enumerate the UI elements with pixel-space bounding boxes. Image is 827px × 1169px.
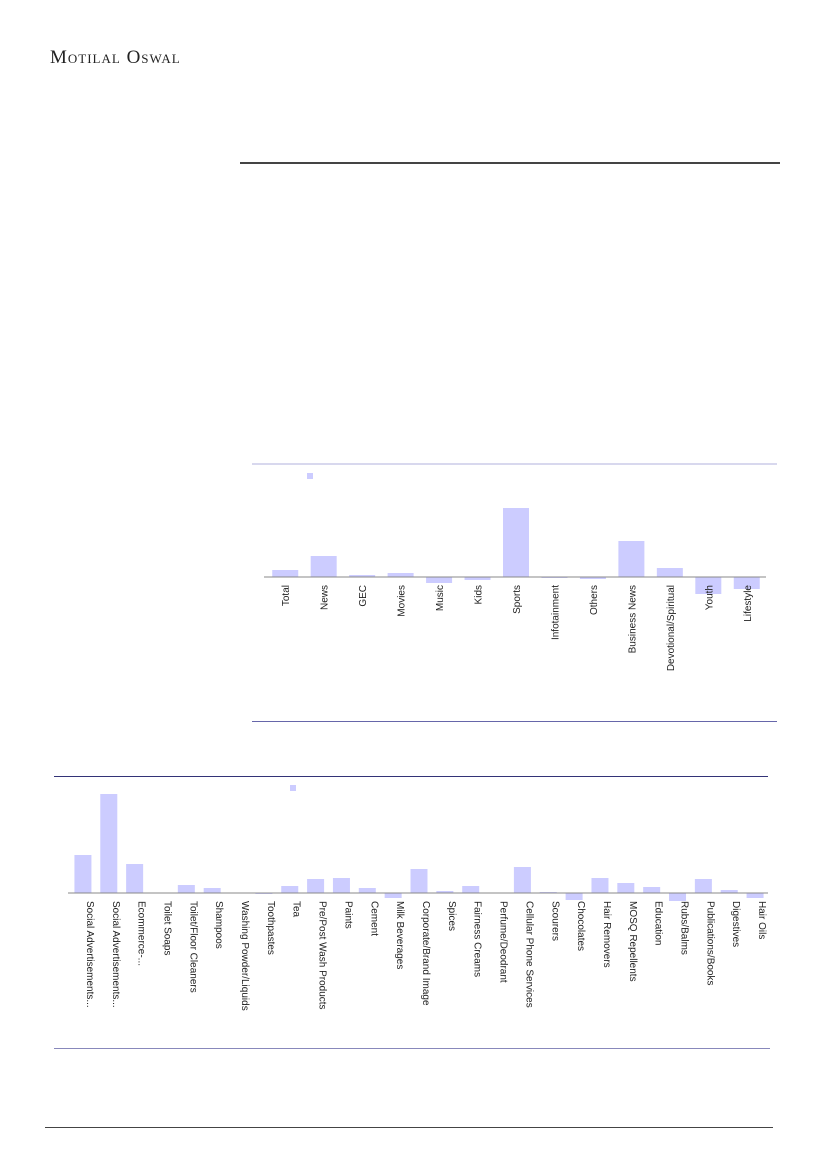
chart2-tick-label: Pre/Post Wash Products [317, 901, 328, 1010]
chart2-bar [513, 867, 531, 893]
chart2-bar [126, 864, 144, 893]
chart1-tick-label: Infotainment [550, 585, 561, 640]
header-rule [240, 162, 780, 164]
chart2-bar [74, 855, 92, 893]
chart1-bar [503, 508, 529, 577]
chart1-tick-label: News [320, 585, 331, 610]
chart1-bar [272, 570, 299, 577]
chart2-bar [436, 891, 454, 893]
chart2-bar [410, 869, 428, 893]
chart2-bar [643, 887, 661, 893]
chart2-tick-label: Scourers [549, 901, 560, 941]
chart2-bar [746, 893, 764, 898]
chart2-tick-label: Tea [291, 901, 302, 918]
chart2-tick-label: Rubs/Balms [679, 901, 690, 955]
chart1-tick-label: Total [281, 585, 292, 606]
chart2-bar [358, 888, 376, 893]
chart1-bottom-frame [252, 721, 777, 722]
chart1-bar [387, 573, 414, 577]
chart2-legend-swatch [290, 785, 296, 791]
chart2-tick-label: Toilet/Floor Cleaners [187, 901, 198, 993]
chart1-top-frame [252, 463, 777, 465]
chart2-bar [565, 893, 583, 900]
chart1-tick-label: Lifestyle [743, 585, 754, 622]
chart1-bar [426, 577, 453, 583]
chart1-bar [695, 577, 722, 594]
chart2-tick-label: Social Advertisements... [84, 901, 95, 1008]
logo: Motilal Oswal [50, 47, 181, 68]
chart2-bar [591, 878, 609, 893]
chart2-bar [332, 878, 350, 893]
chart2-tick-label: Education [653, 901, 664, 945]
chart1-tick-label: Kids [474, 585, 485, 604]
chart2-bar [462, 886, 480, 893]
chart1-bar [349, 575, 376, 577]
chart2-bar [384, 893, 402, 898]
chart2-tick-label: Ecommerce-... [136, 901, 147, 966]
chart2-tick-label: MOSQ Repellents [627, 901, 638, 982]
chart2-tick-label: Hair Removers [601, 901, 612, 968]
chart2-tick-label: Hair Oils [756, 901, 767, 939]
chart1-bar [579, 577, 606, 579]
chart2-bar [203, 888, 221, 893]
chart2-bar [720, 890, 738, 893]
chart2-tick-label: Digestives [730, 901, 741, 947]
chart1-tick-label: Music [435, 585, 446, 611]
chart1-tick-label: GEC [358, 585, 369, 607]
chart2-tick-label: Toilet Soaps [161, 901, 172, 955]
chart2-tick-label: Spices [446, 901, 457, 931]
chart1-tick-label: Business News [627, 585, 638, 653]
chart1-bar [310, 556, 337, 577]
chart1-bar [656, 568, 683, 577]
chart1-tick-label: Devotional/Spiritual [666, 585, 677, 671]
chart2-bar [177, 885, 195, 893]
chart2-top-frame [54, 776, 768, 777]
chart1-tick-label: Youth [704, 585, 715, 610]
chart1-bar [733, 577, 760, 589]
chart1-legend-swatch [307, 473, 313, 479]
chart1-bar [618, 541, 645, 577]
chart2-tick-label: Corporate/Brand Image [420, 901, 431, 1006]
chart2-tick-label: Perfume/Deodrant [498, 901, 509, 983]
chart2-bar [100, 794, 118, 893]
chart2-tick-label: Milk Beverages [394, 901, 405, 969]
chart1-bar [464, 577, 491, 580]
chart2-bar [669, 893, 687, 901]
chart2-bottom-frame [54, 1048, 770, 1049]
chart2-tick-label: Washing Powder/Liquids [239, 901, 250, 1011]
chart2-bar [617, 883, 635, 893]
chart2-tick-label: Cellular Phone Services [523, 901, 534, 1008]
chart1-tick-label: Sports [512, 585, 523, 614]
footer-rule [45, 1127, 773, 1128]
chart2-tick-label: Shampoos [213, 901, 224, 949]
chart2-bar [307, 879, 325, 893]
chart2-tick-label: Publications/Books [704, 901, 715, 986]
chart1-tick-label: Others [589, 585, 600, 615]
chart1-tick-label: Movies [397, 585, 408, 617]
chart2-tick-label: Social Advertisements... [110, 901, 121, 1008]
chart2-tick-label: Toothpastes [265, 901, 276, 955]
chart2-tick-label: Chocolates [575, 901, 586, 951]
chart2-bar [694, 879, 712, 893]
chart2-tick-label: Cement [368, 901, 379, 936]
chart2-tick-label: Fairness Creams [472, 901, 483, 977]
chart2-tick-label: Paints [342, 901, 353, 929]
chart2-bar [281, 886, 299, 893]
